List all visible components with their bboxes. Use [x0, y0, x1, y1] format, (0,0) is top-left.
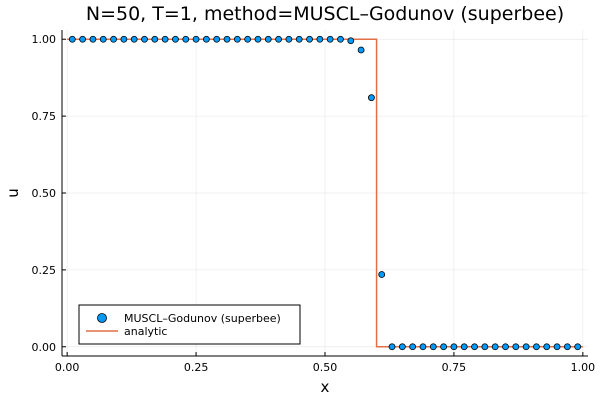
scatter-point [337, 35, 344, 43]
y-tick-label: 0.50 [32, 187, 57, 200]
y-tick-label: 1.00 [32, 33, 57, 46]
scatter-point [264, 35, 272, 43]
scatter-point [89, 35, 97, 43]
scatter-point [223, 35, 231, 43]
scatter-point [512, 343, 520, 351]
scatter-point [533, 343, 540, 351]
scatter-point [202, 35, 210, 43]
scatter-point [440, 343, 448, 351]
x-axis-label: x [321, 378, 330, 396]
scatter-point [233, 35, 241, 43]
scatter-point [347, 37, 355, 45]
scatter-point [99, 35, 107, 43]
legend-marker-scatter [97, 313, 107, 323]
scatter-point [543, 343, 551, 351]
scatter-point [244, 35, 252, 43]
analytic-line-group [67, 38, 583, 348]
scatter-point [316, 35, 324, 43]
scatter-point [254, 35, 262, 43]
y-tick-label: 0.25 [32, 264, 57, 277]
scatter-point [306, 35, 313, 43]
analytic-line [67, 38, 583, 348]
chart-title: N=50, T=1, method=MUSCL–Godunov (superbe… [86, 3, 564, 25]
x-tick-label: 0.50 [313, 361, 338, 374]
scatter-points-group [68, 35, 582, 351]
scatter-point [553, 343, 561, 351]
scatter-point [172, 35, 179, 43]
legend-label-scatter: MUSCL–Godunov (superbee) [124, 312, 281, 325]
scatter-point [368, 94, 375, 102]
scatter-point [481, 343, 489, 351]
y-tick-label: 0.00 [32, 341, 57, 354]
scatter-point [275, 35, 282, 43]
x-tick-label: 1.00 [571, 361, 596, 374]
scatter-point [429, 343, 437, 351]
x-tick-labels: 0.00 0.25 0.50 0.75 1.00 [55, 361, 595, 374]
scatter-point [110, 35, 117, 43]
scatter-point [522, 343, 530, 351]
y-tick-labels: 0.00 0.25 0.50 0.75 1.00 [32, 33, 57, 354]
scatter-point [161, 35, 169, 43]
scatter-point [326, 35, 334, 43]
scatter-point [409, 343, 417, 351]
scatter-point [357, 46, 365, 54]
x-tick-label: 0.25 [184, 361, 209, 374]
scatter-point [120, 35, 128, 43]
scatter-point [502, 343, 509, 351]
scatter-point [574, 343, 582, 351]
scatter-point [295, 35, 303, 43]
scatter-point [471, 343, 478, 351]
scatter-point [285, 35, 293, 43]
scatter-point [141, 35, 148, 43]
axes [61, 30, 588, 357]
y-axis-label: u [4, 188, 22, 198]
scatter-point [182, 35, 190, 43]
scatter-point [68, 35, 76, 43]
scatter-point [79, 35, 87, 43]
scatter-point [491, 343, 499, 351]
scatter-point [130, 35, 138, 43]
scatter-point [213, 35, 221, 43]
legend: MUSCL–Godunov (superbee) analytic [78, 304, 301, 345]
scatter-point [388, 343, 396, 351]
scatter-point [151, 35, 159, 43]
scatter-point [450, 343, 458, 351]
legend-box [78, 304, 301, 345]
scatter-point [398, 343, 406, 351]
scatter-point [563, 343, 571, 351]
scatter-point [419, 343, 427, 351]
legend-label-analytic: analytic [124, 325, 167, 338]
scatter-point [192, 35, 200, 43]
y-tick-label: 0.75 [32, 110, 57, 123]
x-tick-label: 0.00 [55, 361, 80, 374]
scatter-point [460, 343, 468, 351]
x-tick-label: 0.75 [442, 361, 467, 374]
scatter-point [378, 271, 386, 278]
